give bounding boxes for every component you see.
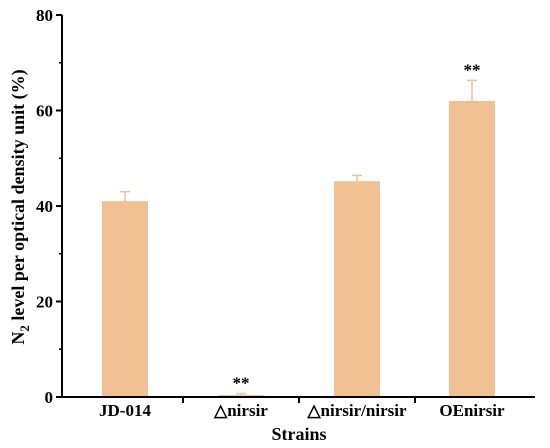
significance-label: ** (233, 374, 250, 393)
bar (102, 201, 148, 397)
y-tick-label: 20 (36, 293, 53, 312)
bar (449, 100, 495, 397)
y-axis-title-rest: level per optical density unit (%) (8, 69, 29, 325)
y-tick-label: 80 (36, 6, 53, 25)
plot-area: JD-014 ** △nirsir △nirsir/nirsir ** OEnirsir 0… (36, 6, 535, 420)
y-tick-label: 0 (45, 388, 54, 407)
x-tick-label: JD-014 (99, 401, 151, 420)
significance-label: ** (464, 60, 481, 79)
y-tick-label: 40 (36, 197, 53, 216)
y-axis-title-subscript: 2 (17, 325, 32, 332)
x-tick-label: OEnirsir (439, 401, 505, 420)
y-axis-title-main: N (8, 332, 28, 345)
x-tick-label: △nirsir (213, 401, 268, 420)
x-tick-label: △nirsir/nirsir (306, 401, 406, 420)
bar (334, 181, 380, 397)
y-tick-label: 60 (36, 102, 53, 121)
x-axis-title: Strains (271, 424, 326, 444)
y-axis-title: N2 level per optical density unit (%) (8, 69, 32, 344)
